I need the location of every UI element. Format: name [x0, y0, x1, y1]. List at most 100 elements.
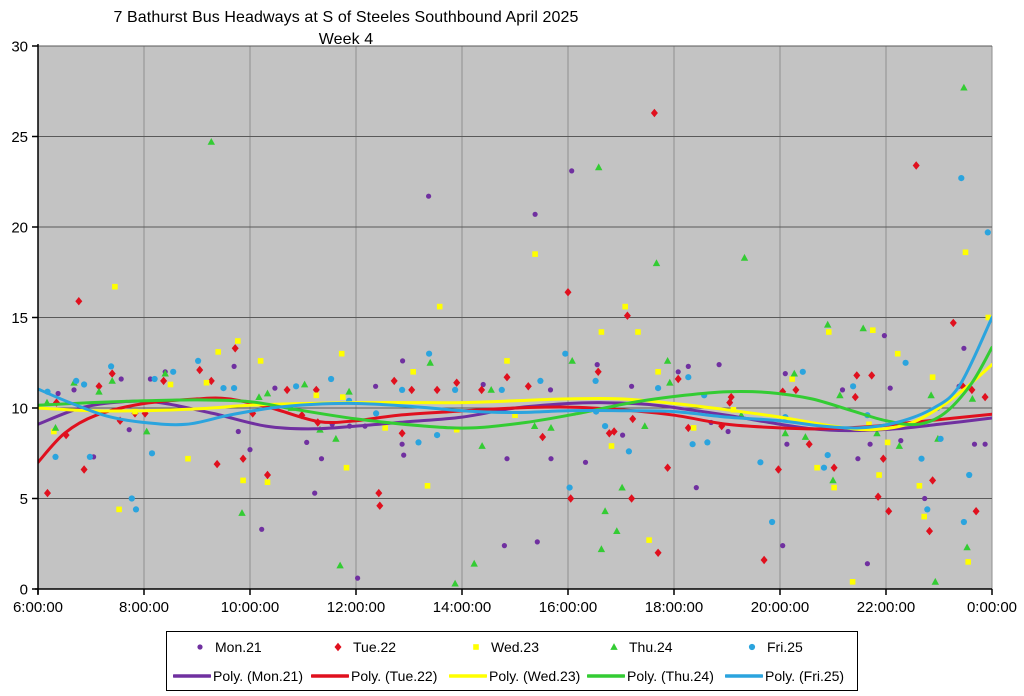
data-point-Tue.22: [929, 476, 937, 485]
data-point-Thu.24: [740, 253, 749, 261]
data-point-Mon.21: [898, 438, 904, 444]
data-point-Wed.23: [203, 379, 210, 386]
data-point-Wed.23: [849, 579, 856, 585]
data-point-Thu.24: [968, 395, 977, 402]
data-point-Thu.24: [336, 561, 344, 569]
trendline-swatch-icon: [173, 673, 211, 678]
dot-marker-icon: [197, 643, 203, 650]
data-point-Mon.21: [839, 387, 846, 393]
data-point-Thu.24: [263, 389, 272, 397]
trendline-swatch-icon: [311, 673, 349, 678]
data-point-Tue.22: [972, 507, 980, 516]
data-point-Fri.25: [328, 375, 335, 383]
legend-item-poly-Tue.22: Poly. (Tue.22): [305, 668, 443, 684]
data-point-Fri.25: [373, 410, 380, 417]
data-point-Tue.22: [564, 288, 572, 297]
data-point-Mon.21: [126, 427, 132, 433]
data-point-Tue.22: [207, 376, 215, 386]
data-point-Tue.22: [623, 311, 631, 320]
data-point-Mon.21: [501, 543, 507, 549]
data-point-Tue.22: [610, 427, 618, 436]
data-point-Fri.25: [924, 506, 931, 513]
y-tick-label: 5: [20, 491, 28, 508]
data-point-Fri.25: [918, 455, 925, 462]
data-point-Tue.22: [594, 367, 602, 376]
data-point-Thu.24: [451, 579, 459, 587]
data-point-Mon.21: [864, 561, 871, 567]
data-point-Tue.22: [774, 465, 782, 474]
data-point-Wed.23: [257, 358, 264, 364]
legend-item-poly-Wed.23: Poly. (Wed.23): [443, 668, 581, 684]
data-point-Wed.23: [622, 303, 628, 310]
data-point-Tue.22: [95, 382, 103, 391]
legend-item-poly-Fri.25: Poly. (Fri.25): [719, 668, 857, 684]
data-point-Tue.22: [108, 369, 116, 378]
data-point-Fri.25: [81, 381, 88, 388]
data-point-Mon.21: [235, 428, 241, 435]
data-point-Tue.22: [650, 108, 658, 118]
data-point-Wed.23: [598, 329, 605, 335]
legend-item-poly-Mon.21-label: Poly. (Mon.21): [213, 667, 303, 684]
data-point-Tue.22: [213, 459, 221, 469]
data-point-Tue.22: [539, 432, 547, 442]
data-point-Tue.22: [433, 385, 441, 395]
y-tick-label: 30: [11, 39, 28, 56]
chart-title-line2: Week 4: [318, 31, 374, 48]
data-point-Wed.23: [646, 537, 652, 543]
data-point-Thu.24: [300, 380, 309, 388]
data-point-Thu.24: [663, 357, 672, 364]
data-point-Wed.23: [532, 251, 538, 257]
data-point-Tue.22: [792, 385, 800, 395]
trendline-Fri.25: [38, 316, 992, 430]
legend-item-Mon.21-label: Mon.21: [215, 638, 262, 655]
data-point-Tue.22: [478, 385, 486, 395]
data-point-Tue.22: [629, 414, 637, 424]
data-point-Fri.25: [655, 385, 662, 392]
data-point-Wed.23: [167, 381, 174, 388]
data-point-Mon.21: [780, 543, 786, 549]
data-point-Wed.23: [985, 314, 992, 321]
data-point-Mon.21: [675, 369, 681, 375]
data-point-Fri.25: [689, 441, 696, 448]
data-point-Thu.24: [859, 324, 867, 332]
data-point-Mon.21: [532, 211, 538, 217]
data-point-Fri.25: [566, 484, 573, 491]
data-point-Mon.21: [401, 452, 407, 458]
data-point-Fri.25: [984, 229, 991, 236]
data-point-Tue.22: [912, 161, 920, 170]
data-point-Thu.24: [931, 577, 939, 585]
data-point-Tue.22: [376, 501, 384, 510]
triangle-marker-icon: [610, 642, 618, 650]
x-tick-label: 0:00:00: [967, 599, 1017, 616]
data-point-Tue.22: [408, 385, 416, 395]
data-point-Wed.23: [876, 472, 882, 478]
x-tick-label: 18:00:00: [645, 599, 703, 616]
data-point-Mon.21: [426, 193, 432, 199]
legend-item-Tue.22-label: Tue.22: [353, 638, 397, 655]
data-point-Wed.23: [921, 513, 927, 520]
data-point-Thu.24: [927, 391, 935, 399]
data-point-Fri.25: [452, 386, 459, 393]
data-point-Tue.22: [853, 371, 861, 380]
trendline-Wed.23: [38, 363, 992, 432]
y-tick-label: 25: [11, 129, 28, 146]
data-point-Thu.24: [801, 433, 810, 440]
square-marker-icon: [473, 643, 479, 650]
data-point-Tue.22: [160, 376, 168, 386]
data-point-Mon.21: [231, 363, 237, 369]
data-point-Thu.24: [51, 424, 60, 431]
data-point-Mon.21: [480, 381, 486, 388]
data-point-Mon.21: [259, 526, 265, 532]
data-point-Tue.22: [390, 376, 398, 386]
data-point-Wed.23: [424, 483, 431, 489]
data-point-Tue.22: [80, 465, 88, 474]
data-point-Mon.21: [594, 362, 600, 368]
scatter-points: [43, 83, 992, 587]
legend-item-poly-Thu.24-label: Poly. (Thu.24): [627, 667, 714, 684]
data-point-Fri.25: [937, 435, 944, 442]
legend-item-Thu.24: Thu.24: [581, 639, 719, 655]
data-point-Wed.23: [608, 443, 615, 449]
data-point-Wed.23: [410, 369, 416, 375]
data-point-Thu.24: [641, 422, 649, 429]
data-point-Tue.22: [926, 526, 933, 536]
